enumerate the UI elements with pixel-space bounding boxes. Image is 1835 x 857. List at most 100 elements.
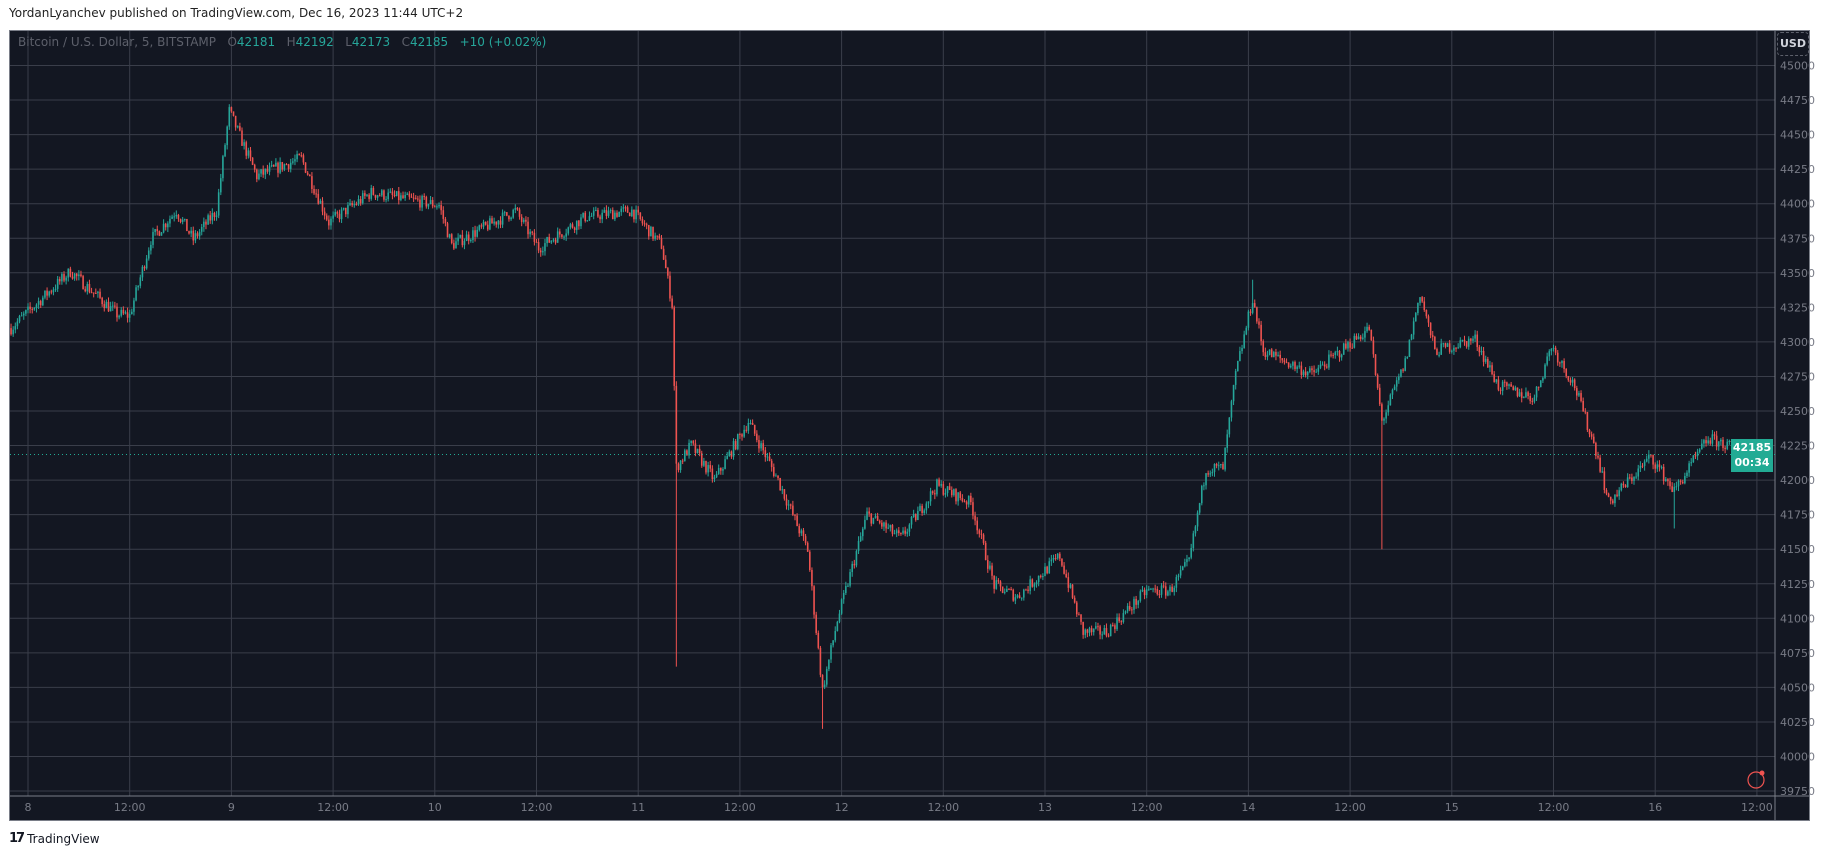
- candle-body: [1414, 313, 1417, 322]
- candle-body: [133, 300, 135, 312]
- candle-body: [1353, 335, 1356, 348]
- candle-body: [1724, 447, 1726, 449]
- candle-body: [647, 225, 650, 237]
- candle-body: [270, 164, 273, 167]
- candle-body: [1198, 503, 1201, 513]
- candle-body: [128, 313, 131, 318]
- candle-body: [1400, 369, 1402, 377]
- candle-body: [478, 225, 481, 230]
- candle-body: [480, 225, 483, 227]
- candle-body: [1260, 324, 1262, 342]
- candle-body: [732, 441, 735, 457]
- candle-body: [42, 297, 44, 306]
- candle-body: [116, 306, 118, 318]
- candle-body: [1626, 477, 1629, 488]
- candle-body: [145, 258, 148, 269]
- candle-body: [525, 219, 527, 222]
- candle-body: [726, 455, 728, 460]
- candle-body: [1200, 485, 1203, 504]
- candle-body: [667, 268, 669, 276]
- currency-button[interactable]: USD: [1777, 32, 1809, 56]
- candle-body: [1213, 463, 1216, 472]
- candle-body: [1612, 500, 1614, 504]
- candle-body: [1393, 386, 1396, 390]
- candle-body: [169, 218, 171, 224]
- candle-body: [1173, 587, 1176, 592]
- candle-body: [1224, 447, 1226, 470]
- candle-body: [215, 215, 218, 217]
- candle-body: [1027, 589, 1029, 591]
- candle-body: [1499, 389, 1502, 391]
- candle-body: [1436, 348, 1438, 355]
- candle-body: [425, 196, 428, 207]
- candle-body: [315, 193, 317, 195]
- price-tick-label: 40500: [1780, 681, 1815, 694]
- last-price-label: 42185 00:34: [1731, 438, 1773, 472]
- candle-body: [1154, 588, 1156, 590]
- candle-body: [1296, 366, 1298, 369]
- candle-body: [787, 504, 790, 506]
- high-label: H: [286, 35, 296, 49]
- candle-body: [336, 212, 339, 214]
- tradingview-logo[interactable]: 17 TradingView: [9, 831, 100, 846]
- chart-pane[interactable]: [9, 30, 1810, 821]
- candle-body: [1243, 334, 1245, 348]
- candle-body: [1309, 368, 1311, 372]
- time-tick-label: 10: [428, 801, 442, 814]
- candle-body: [779, 478, 781, 491]
- candle-body: [1025, 589, 1027, 591]
- candle-body: [1419, 297, 1421, 303]
- candle-body: [953, 489, 955, 496]
- candle-body: [1438, 354, 1440, 356]
- candle-body: [429, 200, 432, 204]
- candle-body: [54, 288, 57, 290]
- candle-body: [1711, 434, 1714, 444]
- candle-body: [1046, 566, 1048, 574]
- candle-body: [296, 154, 298, 160]
- candle-body: [633, 209, 635, 220]
- candle-body: [1461, 339, 1464, 341]
- lightning-icon: [1747, 771, 1765, 789]
- candle-body: [1128, 605, 1131, 610]
- price-tick-label: 44250: [1780, 163, 1815, 176]
- candle-body: [684, 450, 686, 462]
- candle-body: [569, 224, 572, 228]
- candle-body: [535, 241, 538, 243]
- candle-body: [715, 473, 718, 478]
- candle-body: [753, 424, 756, 434]
- candle-body: [1527, 392, 1529, 397]
- candle-body: [745, 429, 748, 431]
- candle-body: [607, 210, 610, 216]
- candle-body: [1637, 468, 1640, 477]
- candle-body: [482, 221, 485, 227]
- candle-body: [1270, 349, 1273, 358]
- candle-body: [1677, 480, 1680, 487]
- candle-body: [809, 551, 811, 571]
- candle-body: [1188, 557, 1190, 560]
- candle-body: [1614, 494, 1616, 504]
- candle-body: [1635, 476, 1637, 478]
- candle-body: [1001, 586, 1004, 593]
- candle-body: [1639, 465, 1642, 469]
- candle-body: [1503, 381, 1506, 383]
- candle-body: [1152, 588, 1154, 590]
- candle-body: [484, 221, 487, 225]
- candle-body: [258, 173, 260, 180]
- candle-body: [1427, 316, 1430, 323]
- candle-body: [372, 187, 375, 195]
- candle-body: [402, 195, 404, 199]
- candle-body: [1099, 626, 1101, 635]
- candle-body: [1035, 582, 1038, 585]
- candle-body: [1230, 401, 1233, 418]
- candle-body: [1103, 628, 1106, 635]
- candle-body: [724, 459, 726, 469]
- candle-body: [546, 237, 548, 244]
- candle-body: [139, 277, 142, 286]
- candle-body: [539, 250, 542, 253]
- candle-body: [489, 218, 491, 230]
- candle-body: [61, 274, 63, 282]
- candle-body: [340, 209, 343, 220]
- candle-body: [707, 465, 709, 473]
- candle-body: [338, 213, 341, 220]
